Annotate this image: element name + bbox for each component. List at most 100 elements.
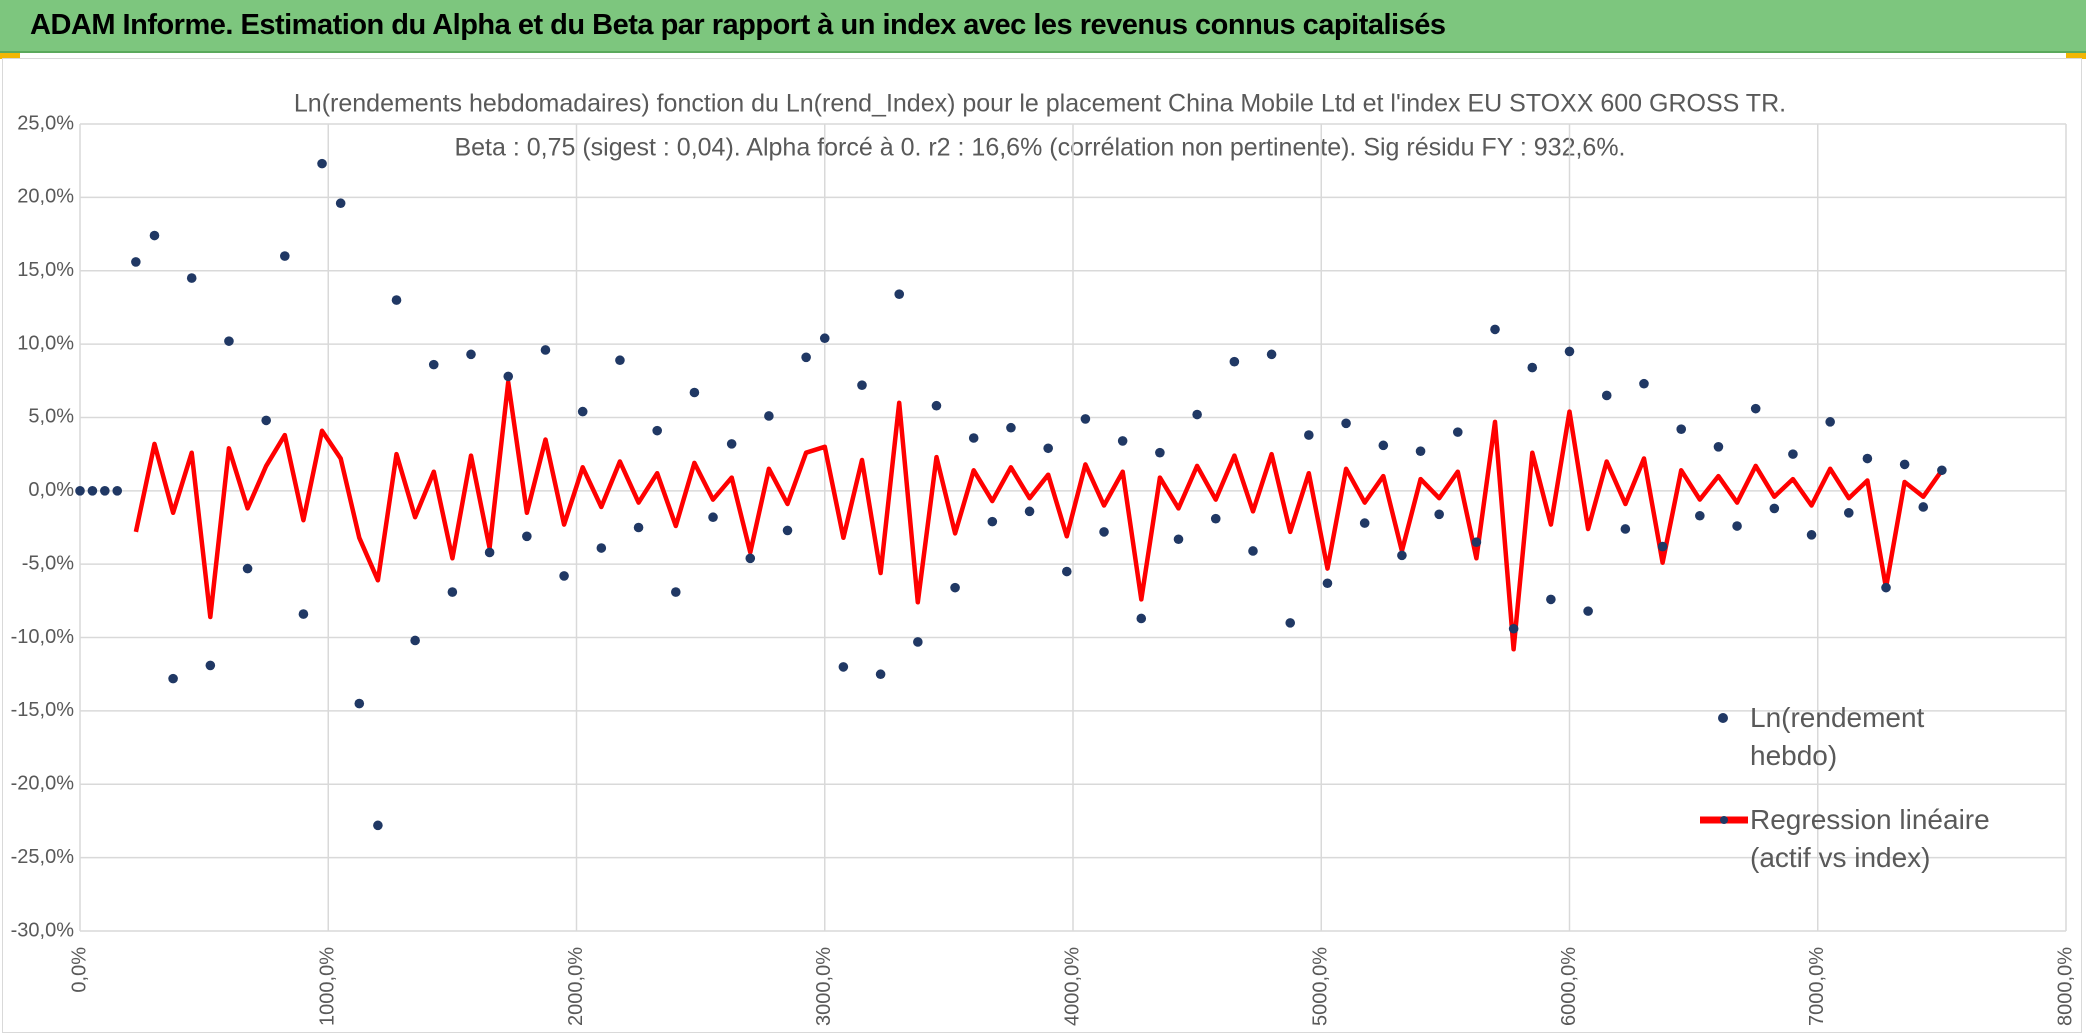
- data-point: [1676, 424, 1687, 434]
- data-point: [466, 349, 476, 360]
- x-tick-label: 2000,0%: [565, 947, 587, 1026]
- data-point: [112, 486, 123, 496]
- data-point: [1620, 524, 1631, 534]
- data-point: [1061, 566, 1072, 577]
- header: ADAM Informe. Estimation du Alpha et du …: [0, 0, 2086, 53]
- data-point: [1564, 346, 1575, 357]
- legend-label: Ln(rendement hebdo): [1750, 702, 1925, 771]
- data-point: [1210, 513, 1221, 524]
- y-tick-label: 25,0%: [17, 112, 74, 134]
- data-point: [1825, 417, 1835, 427]
- data-point: [596, 543, 607, 553]
- data-point: [1583, 606, 1593, 616]
- data-point: [1359, 518, 1370, 528]
- data-point: [1080, 414, 1091, 424]
- data-point: [1006, 422, 1016, 433]
- x-tick-label: 3000,0%: [813, 947, 835, 1026]
- data-point: [410, 635, 420, 646]
- data-point: [1452, 427, 1463, 437]
- data-point: [1397, 550, 1407, 561]
- data-point: [373, 820, 383, 831]
- data-point: [317, 158, 327, 169]
- data-point: [131, 257, 141, 267]
- data-point: [782, 525, 793, 536]
- data-point: [726, 439, 737, 449]
- chart-title: Ln(rendements hebdomadaires) fonction du…: [294, 90, 1786, 118]
- y-tick-label: 15,0%: [17, 259, 74, 281]
- data-point: [1341, 418, 1351, 429]
- data-point: [1546, 594, 1556, 605]
- data-point: [1899, 459, 1910, 470]
- data-point: [1788, 449, 1798, 459]
- data-point: [1266, 349, 1277, 360]
- data-point: [801, 352, 811, 363]
- data-point: [1657, 541, 1668, 552]
- data-point: [950, 582, 960, 593]
- chart-subtitle: Beta : 0,75 (sigest : 0,04). Alpha forcé…: [454, 134, 1625, 162]
- data-point: [615, 355, 625, 366]
- data-point: [1806, 530, 1817, 540]
- data-point: [1937, 465, 1947, 476]
- data-point: [1378, 440, 1389, 451]
- data-point: [242, 563, 253, 574]
- data-point: [1099, 527, 1109, 537]
- data-point: [913, 637, 923, 647]
- legend-marker: [1718, 713, 1728, 723]
- regression-line: [133, 379, 1944, 652]
- corner: [2066, 53, 2086, 59]
- y-tick-label: -30,0%: [11, 919, 75, 941]
- data-point: [298, 609, 309, 619]
- data-point: [1192, 409, 1202, 420]
- data-point: [1173, 534, 1184, 545]
- y-tick-label: -25,0%: [11, 846, 75, 868]
- x-tick-label: 8000,0%: [2054, 947, 2076, 1026]
- data-point: [1769, 503, 1780, 514]
- data-point: [1155, 447, 1165, 458]
- data-point: [1304, 430, 1314, 440]
- data-point: [447, 587, 458, 597]
- data-point: [87, 486, 98, 496]
- x-tick-label: 1000,0%: [317, 947, 339, 1026]
- x-tick-label: 4000,0%: [1061, 947, 1083, 1026]
- frame: [2, 58, 2082, 1033]
- y-tick-label: -20,0%: [11, 773, 75, 795]
- data-point: [1639, 378, 1649, 389]
- data-point: [391, 295, 402, 305]
- data-point: [428, 359, 439, 370]
- data-point: [1750, 403, 1761, 414]
- data-point: [652, 425, 662, 436]
- data-point: [168, 673, 178, 684]
- data-point: [1732, 521, 1742, 531]
- data-point: [1229, 356, 1240, 367]
- data-point: [708, 512, 718, 523]
- data-point: [689, 387, 700, 398]
- y-tick-label: 20,0%: [17, 186, 74, 208]
- data-point: [1285, 618, 1296, 628]
- corner: [0, 53, 20, 59]
- data-point: [671, 587, 681, 597]
- data-point: [633, 522, 644, 533]
- data-point: [149, 230, 160, 241]
- legend-marker: [1720, 816, 1728, 824]
- data-point: [522, 531, 532, 542]
- data-point: [1024, 506, 1035, 517]
- data-point: [968, 433, 979, 443]
- data-point: [819, 333, 830, 344]
- data-point: [1322, 578, 1333, 589]
- data-point: [75, 486, 85, 496]
- legend-label: Regression linéaire (actif vs index): [1750, 804, 1990, 873]
- data-point: [1918, 502, 1929, 512]
- data-point: [1136, 613, 1147, 624]
- data-point: [503, 371, 514, 382]
- data-point: [280, 251, 290, 261]
- data-point: [540, 345, 551, 355]
- data-point: [224, 336, 234, 346]
- data-point: [205, 660, 216, 671]
- data-point: [894, 289, 905, 300]
- data-point: [1490, 324, 1500, 335]
- data-point: [987, 516, 998, 527]
- data-point: [1843, 508, 1854, 518]
- data-point: [745, 553, 756, 564]
